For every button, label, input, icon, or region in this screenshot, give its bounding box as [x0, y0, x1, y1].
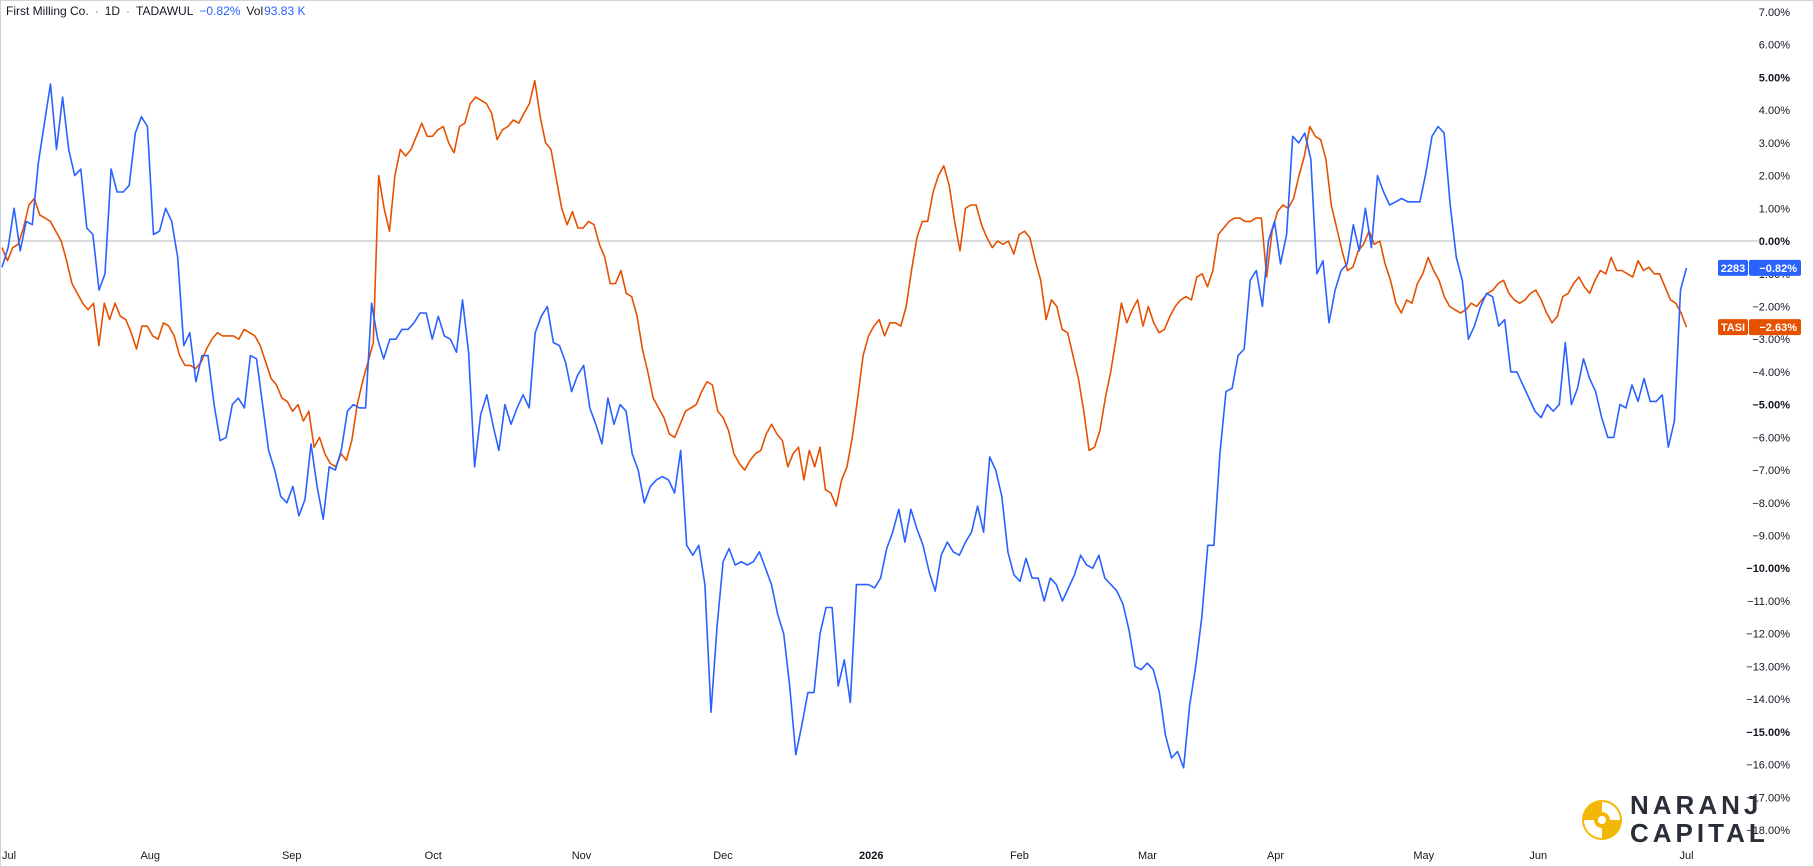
volume-value: 93.83 K [264, 4, 306, 18]
y-tick-label: −4.00% [1752, 367, 1790, 379]
y-tick-label: −17.00% [1746, 792, 1790, 804]
volume-label: Vol [246, 4, 264, 18]
y-tick-label: −18.00% [1746, 825, 1790, 837]
x-tick-label: Dec [713, 850, 733, 862]
change-value: −0.82% [199, 4, 241, 18]
y-tick-label: −15.00% [1746, 727, 1790, 739]
x-tick-label: Feb [1010, 850, 1029, 862]
logo-text-line2: CAPITAL [1630, 818, 1769, 848]
x-tick-label: Jul [1679, 850, 1693, 862]
header-separator: · [126, 4, 131, 18]
y-tick-label: −5.00% [1752, 400, 1790, 412]
x-tick-label: Jun [1529, 850, 1547, 862]
badge-series-name: TASI [1721, 322, 1745, 334]
x-tick-label: 2026 [859, 850, 883, 862]
y-tick-label: −10.00% [1746, 563, 1790, 575]
header-separator: · [94, 4, 99, 18]
y-tick-label: −6.00% [1752, 432, 1790, 444]
y-tick-label: −8.00% [1752, 498, 1790, 510]
x-axis: Jul Aug Sep Oct Nov Dec 2026 Feb Mar Apr May Jun Jul [2, 850, 1694, 862]
last-value-badges: 2283 −0.82% TASI −2.63% [1718, 259, 1801, 336]
y-tick-label: −2.00% [1752, 301, 1790, 313]
x-tick-label: Oct [425, 850, 442, 862]
x-tick-label: Apr [1267, 850, 1284, 862]
x-tick-label: Mar [1138, 850, 1157, 862]
logo-mark-icon [1582, 800, 1622, 840]
x-tick-label: Nov [572, 850, 592, 862]
interval-label[interactable]: 1D [104, 4, 121, 18]
x-tick-label: May [1413, 850, 1434, 862]
last-value-badge-tasi: TASI −2.63% [1718, 319, 1801, 336]
x-tick-label: Jul [2, 850, 16, 862]
badge-series-name: 2283 [1721, 263, 1745, 275]
y-tick-label: −9.00% [1752, 531, 1790, 543]
last-value-badge-2283: 2283 −0.82% [1718, 259, 1801, 276]
series-line-tasi[interactable] [1, 79, 1688, 507]
symbol-header[interactable]: First Milling Co. · 1D · TADAWUL −0.82% … [6, 4, 305, 18]
y-tick-label: 1.00% [1759, 203, 1790, 215]
series-layer [1, 79, 1688, 769]
y-tick-label: 2.00% [1759, 171, 1790, 183]
y-tick-label: −12.00% [1746, 629, 1790, 641]
y-axis: 7.00% 6.00% 5.00% 4.00% 3.00% 2.00% 1.00% 0.00%… [1746, 7, 1790, 837]
y-tick-label: 3.00% [1759, 138, 1790, 150]
y-tick-label: 6.00% [1759, 40, 1790, 52]
y-tick-label: 5.00% [1759, 72, 1790, 84]
y-tick-label: −16.00% [1746, 760, 1790, 772]
symbol-title[interactable]: First Milling Co. [6, 4, 89, 18]
exchange-label: TADAWUL [136, 4, 194, 18]
logo-text-line1: NARANJ [1630, 790, 1763, 820]
series-line-2283[interactable] [1, 83, 1688, 769]
x-tick-label: Sep [282, 850, 302, 862]
badge-series-value: −2.63% [1759, 322, 1797, 334]
y-tick-label: −11.00% [1747, 596, 1790, 608]
x-tick-label: Aug [140, 850, 160, 862]
naranj-capital-logo: NARANJ CAPITAL [1580, 790, 1780, 850]
y-tick-label: −14.00% [1746, 694, 1790, 706]
y-tick-label: 7.00% [1759, 7, 1790, 19]
y-tick-label: −13.00% [1746, 661, 1790, 673]
y-tick-label: −3.00% [1752, 334, 1790, 346]
y-tick-label: 0.00% [1759, 236, 1790, 248]
y-tick-label: 4.00% [1759, 105, 1790, 117]
y-tick-label: −7.00% [1752, 465, 1790, 477]
badge-series-value: −0.82% [1759, 263, 1797, 275]
